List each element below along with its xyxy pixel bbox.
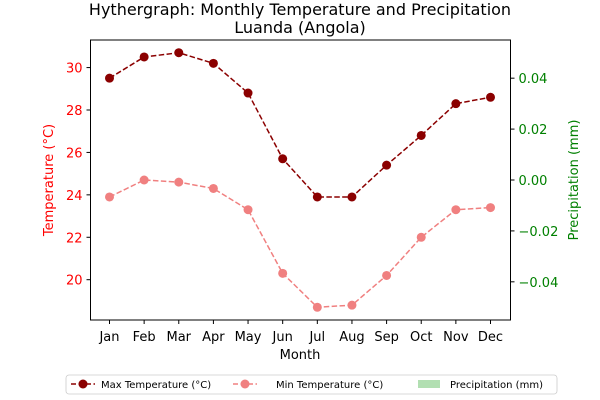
y-left-tick-label: 22: [66, 231, 83, 246]
legend-min-temp-marker: [240, 379, 250, 389]
y-axis-right-label: Precipitation (mm): [567, 120, 582, 241]
chart-subtitle: Luanda (Angola): [234, 18, 366, 37]
max-temp-line: [109, 51, 491, 198]
plot-area: [105, 48, 495, 312]
min-temp-point: [278, 268, 288, 278]
y-right-tick-label: 0.02: [519, 123, 548, 138]
y-right-tick-label: −0.02: [519, 225, 559, 240]
min-temp-point: [416, 232, 426, 242]
min-temp-point: [312, 302, 322, 312]
x-axis-label: Month: [280, 348, 321, 363]
max-temp-point: [105, 73, 114, 83]
min-temp-point: [243, 205, 253, 215]
max-temp-point: [416, 130, 426, 140]
min-temp-point: [174, 177, 184, 187]
min-temp-point: [451, 205, 461, 215]
max-temp-point: [451, 99, 461, 109]
legend: Max Temperature (°C) Min Temperature (°C…: [65, 374, 558, 395]
legend-precip-label: Precipitation (mm): [450, 380, 543, 391]
y-axis-left-label: Temperature (°C): [42, 124, 57, 237]
max-temp-point: [347, 192, 357, 202]
axes: Jan Feb Mar Apr May Jun Jul Aug Sep Oct Nov Dec 20 22…: [66, 62, 558, 345]
min-temp-point: [208, 183, 218, 193]
y-left-tick-label: 30: [66, 62, 83, 77]
y-right-tick-label: −0.04: [519, 276, 559, 291]
x-tick-label: Aug: [339, 330, 364, 345]
max-temp-point: [174, 48, 184, 58]
x-tick-label: Mar: [167, 330, 192, 345]
legend-frame: [65, 374, 558, 395]
x-tick-label: Apr: [202, 330, 225, 345]
x-tick-label: Oct: [410, 330, 432, 345]
max-temp-point: [382, 160, 392, 170]
min-temp-point: [382, 270, 392, 280]
legend-max-temp-label: Max Temperature (°C): [101, 380, 211, 391]
y-left-tick-label: 24: [66, 189, 83, 204]
legend-max-temp-marker: [78, 379, 88, 389]
x-tick-label: Jul: [308, 330, 325, 345]
legend-min-temp-label: Min Temperature (°C): [276, 380, 383, 391]
min-temp-point: [486, 203, 495, 213]
x-tick-label: Nov: [443, 330, 469, 345]
min-temp-point: [105, 192, 114, 202]
max-temp-point: [139, 52, 149, 62]
x-tick-label: Jun: [272, 330, 293, 345]
min-temp-point: [139, 175, 149, 185]
max-temp-point: [243, 88, 253, 98]
min-temp-point: [347, 300, 357, 310]
y-right-tick-label: 0.04: [519, 72, 548, 87]
y-left-tick-label: 20: [66, 274, 83, 289]
max-temp-point: [278, 154, 288, 164]
x-tick-label: Feb: [133, 330, 156, 345]
y-right-tick-label: 0.00: [519, 174, 548, 189]
x-tick-label: Dec: [478, 330, 503, 345]
y-left-tick-label: 28: [66, 104, 83, 119]
x-tick-label: Jan: [98, 330, 119, 345]
y-left-tick-label: 26: [66, 146, 83, 161]
max-temp-point: [208, 58, 218, 68]
x-tick-label: Sep: [374, 330, 399, 345]
max-temp-point: [312, 192, 322, 202]
legend-precip-swatch: [418, 380, 440, 388]
x-tick-label: May: [235, 330, 262, 345]
chart-title: Hythergraph: Monthly Temperature and Pre…: [89, 0, 511, 19]
min-temp-line: [109, 179, 491, 309]
max-temp-point: [486, 92, 495, 102]
